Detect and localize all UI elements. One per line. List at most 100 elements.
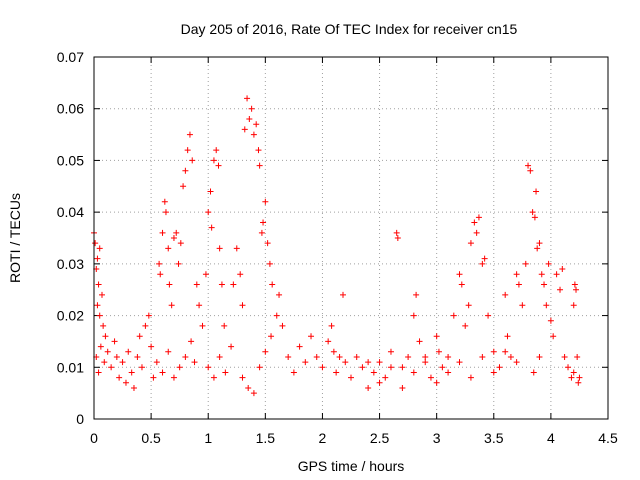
roti-scatter-chart: 0 0.5 1 1.5 2 2.5 3 3.5 4 4.500.010.020.030.040.0…	[0, 0, 640, 480]
y-tick-label: 0.06	[57, 101, 84, 117]
data-point	[237, 271, 243, 277]
x-tick-label: 4.5	[598, 430, 618, 446]
data-point	[491, 349, 497, 355]
data-point	[359, 364, 365, 370]
data-point	[354, 354, 360, 360]
data-point	[120, 359, 126, 365]
data-point	[268, 333, 274, 339]
data-point	[97, 245, 103, 251]
data-point	[466, 302, 472, 308]
data-point	[411, 369, 417, 375]
data-point	[543, 302, 549, 308]
data-point	[388, 349, 394, 355]
data-point	[251, 132, 257, 138]
y-tick-label: 0.05	[57, 152, 84, 168]
data-point	[157, 271, 163, 277]
x-tick-label: 0	[90, 430, 98, 446]
data-point	[114, 354, 120, 360]
data-point	[163, 209, 169, 215]
data-point	[211, 157, 217, 163]
y-tick-label: 0.03	[57, 256, 84, 272]
y-tick-label: 0	[76, 411, 84, 427]
data-point	[142, 323, 148, 329]
data-point	[228, 344, 234, 350]
y-axis-label: ROTI / TECUs	[7, 193, 23, 283]
data-point	[565, 364, 571, 370]
data-point	[422, 354, 428, 360]
data-point	[365, 359, 371, 365]
data-point	[457, 359, 463, 365]
data-point	[576, 375, 582, 381]
data-point	[180, 183, 186, 189]
data-point	[259, 230, 265, 236]
y-tick-label: 0.07	[57, 49, 84, 65]
data-point	[169, 302, 175, 308]
data-point	[308, 333, 314, 339]
data-point	[211, 375, 217, 381]
data-point	[340, 292, 346, 298]
data-point	[188, 338, 194, 344]
data-point	[395, 235, 401, 241]
data-point	[205, 364, 211, 370]
data-point	[514, 271, 520, 277]
data-point	[502, 349, 508, 355]
data-point	[482, 256, 488, 262]
data-point	[434, 380, 440, 386]
data-point	[459, 282, 465, 288]
data-point	[562, 354, 568, 360]
data-point	[222, 369, 228, 375]
data-point	[187, 132, 193, 138]
data-point	[532, 214, 538, 220]
data-point	[108, 364, 114, 370]
data-point	[165, 245, 171, 251]
data-point	[257, 364, 263, 370]
data-point	[519, 302, 525, 308]
data-point	[209, 225, 215, 231]
axis-ticks: 0 0.5 1 1.5 2 2.5 3 3.5 4 4.5 0 0.01 0.02 0.03 0.04 0.0…	[57, 49, 618, 446]
y-tick-label: 0.04	[57, 204, 84, 220]
data-point	[399, 364, 405, 370]
data-point	[527, 168, 533, 174]
data-point	[178, 240, 184, 246]
data-point	[162, 199, 168, 205]
data-point	[148, 344, 154, 350]
data-point	[451, 313, 457, 319]
data-point	[242, 126, 248, 132]
data-point	[239, 375, 245, 381]
data-point	[479, 261, 485, 267]
x-tick-label: 1	[204, 430, 212, 446]
data-point	[176, 261, 182, 267]
data-point	[192, 359, 198, 365]
data-point	[468, 375, 474, 381]
x-tick-label: 0.5	[141, 430, 161, 446]
data-point	[134, 354, 140, 360]
data-point	[219, 282, 225, 288]
data-point	[274, 313, 280, 319]
data-point	[97, 313, 103, 319]
data-point	[329, 323, 335, 329]
data-point	[496, 364, 502, 370]
data-point	[160, 230, 166, 236]
data-point	[116, 375, 122, 381]
data-point	[291, 369, 297, 375]
data-point	[101, 359, 107, 365]
data-point	[504, 333, 510, 339]
data-point	[297, 344, 303, 350]
data-point	[125, 349, 131, 355]
data-point	[399, 385, 405, 391]
data-point	[314, 354, 320, 360]
data-point	[371, 369, 377, 375]
x-tick-label: 2	[319, 430, 327, 446]
data-point	[112, 338, 118, 344]
data-point	[94, 302, 100, 308]
data-point	[262, 349, 268, 355]
data-point	[302, 359, 308, 365]
data-point	[476, 214, 482, 220]
data-point	[559, 266, 565, 272]
data-point	[196, 302, 202, 308]
data-point	[445, 369, 451, 375]
data-point	[92, 240, 98, 246]
data-point	[342, 359, 348, 365]
data-point	[102, 333, 108, 339]
data-point	[194, 282, 200, 288]
